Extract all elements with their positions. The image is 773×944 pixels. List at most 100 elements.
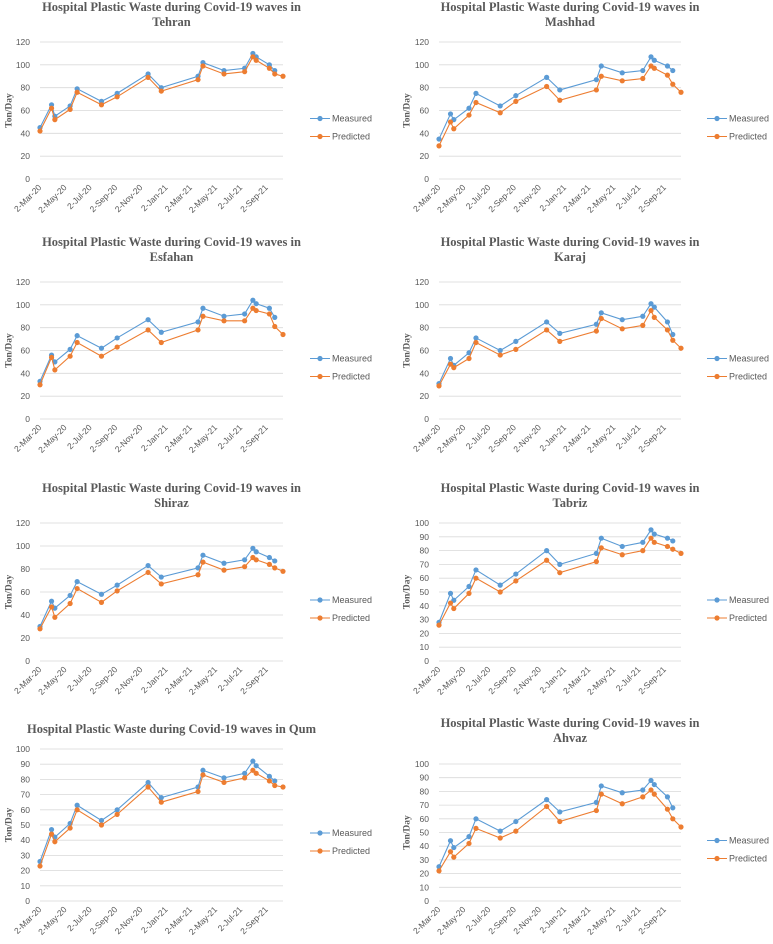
y-tick-label: 20 [420, 391, 430, 401]
y-axis-label: Ton/Day [403, 93, 413, 128]
data-point-predicted [266, 65, 272, 71]
data-point-predicted [544, 83, 550, 90]
data-point-predicted [664, 806, 671, 812]
y-tick-label: 40 [21, 835, 31, 845]
data-point-predicted [280, 784, 286, 790]
data-point-predicted [52, 839, 58, 845]
x-tick-label: 2-Sep-21 [636, 182, 668, 214]
data-point-measured [48, 598, 55, 604]
x-tick-label: 2-Sep-21 [238, 904, 270, 936]
y-tick-label: 70 [420, 800, 430, 810]
y-tick-label: 90 [21, 759, 31, 769]
data-point-measured [114, 582, 120, 588]
x-tick-label: 2-Nov-20 [113, 422, 145, 454]
data-point-predicted [280, 331, 286, 338]
data-point-measured [266, 305, 272, 311]
data-point-predicted [114, 344, 120, 350]
series-line-measured [438, 779, 674, 867]
legend-marker [714, 373, 720, 380]
data-point-predicted [598, 315, 604, 322]
data-point-predicted [158, 581, 164, 587]
data-point-predicted [37, 626, 43, 632]
y-axis-label: Ton/Day [403, 575, 413, 610]
data-point-predicted [200, 772, 206, 778]
data-point-measured [640, 539, 646, 545]
data-point-measured [598, 63, 604, 69]
chart-title: Tehran [152, 15, 190, 29]
data-point-measured [200, 552, 206, 558]
data-point-measured [200, 767, 206, 773]
data-point-predicted [557, 338, 563, 344]
y-tick-label: 50 [420, 828, 430, 838]
data-point-measured [557, 561, 563, 567]
data-point-predicted [37, 863, 43, 869]
y-axis-label: Ton/Day [403, 333, 413, 368]
data-point-predicted [447, 849, 454, 855]
y-tick-label: 70 [420, 559, 430, 569]
y-tick-label: 100 [16, 744, 30, 754]
data-point-predicted [253, 557, 259, 563]
data-point-predicted [678, 89, 684, 95]
chart-panel: Hospital Plastic Waste during Covid-19 w… [386, 470, 773, 705]
chart-panel: Hospital Plastic Waste during Covid-19 w… [386, 705, 773, 944]
x-tick-label: 2-Nov-20 [511, 422, 543, 454]
data-point-predicted [648, 307, 654, 314]
x-tick-label: 2-Sep-21 [636, 664, 668, 696]
data-point-predicted [67, 600, 73, 607]
x-tick-label: 2-Sep-21 [636, 904, 668, 936]
data-point-predicted [52, 367, 58, 373]
y-tick-label: 20 [420, 869, 430, 879]
data-point-predicted [158, 88, 164, 94]
data-point-measured [250, 758, 256, 764]
y-tick-label: 80 [21, 564, 31, 574]
y-tick-label: 30 [420, 615, 430, 625]
data-point-measured [544, 797, 550, 803]
chart-title: Hospital Plastic Waste during Covid-19 w… [42, 235, 301, 249]
y-tick-label: 100 [415, 300, 429, 310]
data-point-predicted [145, 569, 151, 576]
data-point-measured [670, 538, 676, 544]
data-point-predicted [280, 568, 286, 574]
legend-label-predicted: Predicted [332, 846, 370, 856]
data-point-predicted [266, 561, 272, 567]
data-point-predicted [473, 99, 479, 106]
data-point-predicted [253, 770, 259, 776]
y-tick-label: 90 [420, 773, 430, 783]
data-point-predicted [436, 622, 442, 628]
data-point-measured [648, 54, 654, 60]
data-point-measured [557, 87, 563, 93]
data-point-predicted [436, 143, 442, 149]
chart-panel: Hospital Plastic Waste during Covid-19 w… [0, 705, 386, 944]
data-point-measured [48, 826, 55, 833]
legend-label-measured: Measured [729, 354, 769, 364]
data-point-measured [619, 70, 625, 76]
data-point-predicted [98, 102, 105, 108]
chart-title: Hospital Plastic Waste during Covid-19 w… [441, 481, 700, 495]
chart-title: Hospital Plastic Waste during Covid-19 w… [441, 716, 700, 730]
legend-label-predicted: Predicted [332, 613, 370, 623]
data-point-predicted [67, 353, 73, 359]
data-point-predicted [114, 588, 120, 594]
y-tick-label: 80 [21, 774, 31, 784]
data-point-predicted [593, 328, 599, 334]
data-point-predicted [272, 565, 278, 571]
y-tick-label: 100 [16, 300, 30, 310]
y-tick-label: 0 [424, 414, 429, 424]
data-point-predicted [242, 318, 248, 324]
data-point-predicted [557, 570, 563, 576]
y-tick-label: 60 [21, 805, 31, 815]
data-point-measured [447, 355, 454, 362]
y-tick-label: 0 [25, 174, 30, 184]
data-point-measured [664, 319, 671, 325]
legend-marker [317, 597, 323, 603]
data-point-measured [195, 565, 201, 571]
data-point-measured [145, 562, 151, 569]
data-point-measured [74, 333, 80, 339]
data-point-predicted [242, 775, 248, 781]
y-tick-label: 120 [415, 277, 429, 287]
data-point-predicted [272, 323, 278, 330]
data-point-predicted [145, 74, 151, 80]
data-point-predicted [619, 801, 625, 807]
y-tick-label: 120 [415, 37, 429, 47]
data-point-predicted [114, 811, 120, 817]
